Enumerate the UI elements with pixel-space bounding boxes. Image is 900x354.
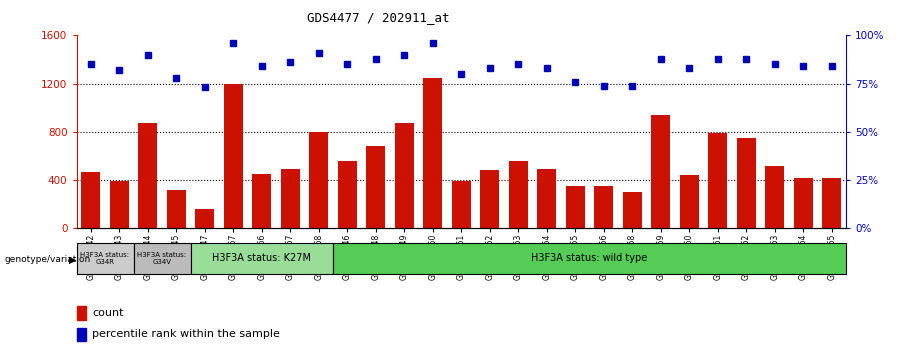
- Text: H3F3A status: wild type: H3F3A status: wild type: [531, 253, 648, 263]
- Text: percentile rank within the sample: percentile rank within the sample: [92, 330, 280, 339]
- Bar: [652, 115, 670, 228]
- FancyBboxPatch shape: [191, 243, 333, 274]
- Text: H3F3A status: K27M: H3F3A status: K27M: [212, 253, 311, 263]
- Bar: [366, 146, 385, 228]
- Bar: [595, 185, 613, 228]
- Bar: [76, 307, 86, 320]
- Bar: [823, 178, 841, 228]
- Bar: [167, 190, 185, 228]
- FancyBboxPatch shape: [333, 243, 846, 274]
- Bar: [195, 209, 214, 228]
- Bar: [794, 178, 813, 228]
- Text: genotype/variation: genotype/variation: [4, 255, 91, 264]
- Bar: [623, 192, 642, 228]
- Bar: [766, 166, 784, 228]
- Bar: [110, 181, 129, 228]
- Bar: [82, 172, 100, 228]
- Bar: [395, 124, 413, 228]
- Bar: [76, 327, 86, 341]
- Bar: [737, 138, 755, 228]
- Bar: [708, 133, 727, 228]
- Text: count: count: [92, 308, 124, 318]
- Bar: [537, 169, 556, 228]
- Bar: [566, 185, 584, 228]
- Text: H3F3A status:
G34R: H3F3A status: G34R: [80, 252, 130, 265]
- Text: ▶: ▶: [69, 255, 76, 264]
- FancyBboxPatch shape: [133, 243, 191, 274]
- Bar: [481, 170, 499, 228]
- Bar: [452, 181, 471, 228]
- Text: GDS4477 / 202911_at: GDS4477 / 202911_at: [307, 11, 449, 24]
- Bar: [424, 78, 442, 228]
- Bar: [139, 124, 157, 228]
- Bar: [253, 174, 271, 228]
- Text: H3F3A status:
G34V: H3F3A status: G34V: [138, 252, 186, 265]
- Bar: [281, 169, 300, 228]
- Bar: [338, 161, 356, 228]
- Bar: [680, 175, 698, 228]
- FancyBboxPatch shape: [76, 243, 133, 274]
- Bar: [509, 161, 527, 228]
- Bar: [310, 132, 328, 228]
- Bar: [224, 84, 242, 228]
